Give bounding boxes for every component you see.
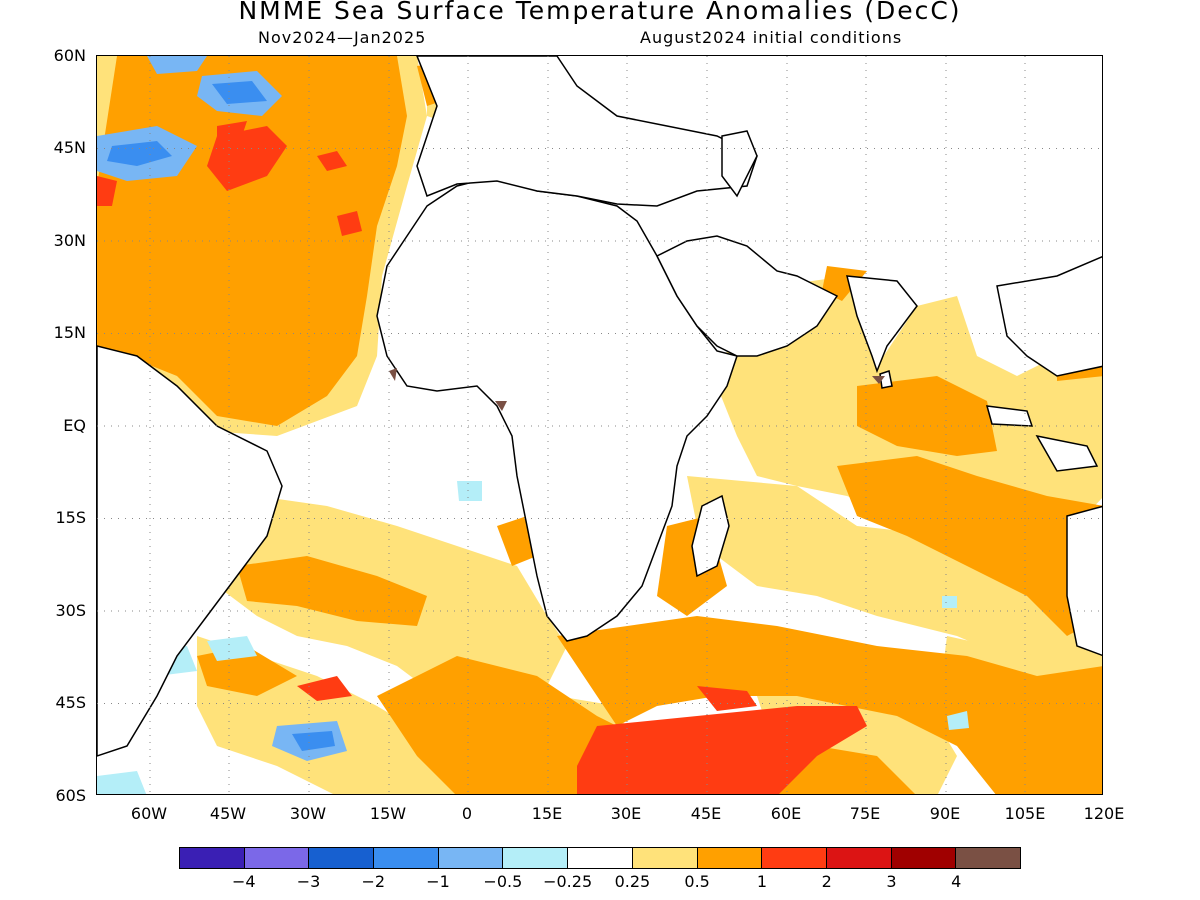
lon-label: 75E [849,804,881,823]
map-canvas [97,56,1102,794]
colorbar-swatch [503,848,569,868]
colorbar-swatch [568,848,633,868]
colorbar-tick-label: −4 [231,872,256,891]
lon-label: 45E [690,804,722,823]
anomaly-map [96,55,1103,795]
colorbar-tick-label: 3 [886,872,897,891]
lon-label: 90E [929,804,961,823]
lat-label: 30N [53,231,86,250]
lon-label: 60E [770,804,802,823]
colorbar-tick-label: 0.5 [684,872,710,891]
colorbar-swatch [244,848,310,868]
lat-label: 45N [53,138,86,157]
lon-label: 15W [369,804,407,823]
colorbar [179,847,1021,869]
colorbar-swatch [891,848,957,868]
colorbar-swatch [438,848,504,868]
map-title: NMME Sea Surface Temperature Anomalies (… [238,0,962,25]
lon-label: 120E [1083,804,1125,823]
lon-label: 45W [209,804,247,823]
colorbar-tick-label: 1 [756,872,768,891]
colorbar-tick-label: −2 [361,872,386,891]
colorbar-swatch [180,848,245,868]
initial-conditions: August2024 initial conditions [640,28,903,47]
colorbar-swatch [956,848,1020,868]
lon-label: 105E [1004,804,1046,823]
colorbar-swatch [309,848,375,868]
colorbar-tick-label: −3 [296,872,321,891]
forecast-period: Nov2024—Jan2025 [258,28,427,47]
lon-label: 30W [289,804,327,823]
colorbar-swatch [374,848,439,868]
colorbar-swatch [697,848,763,868]
lat-label: 30S [55,601,86,620]
lon-label: 15E [531,804,563,823]
lon-label: 60W [130,804,168,823]
lat-label: 15N [53,323,86,342]
lat-label: EQ [63,416,86,435]
colorbar-tick-label: −0.25 [543,872,593,891]
anomaly-cool [97,56,969,794]
colorbar-swatch [826,848,892,868]
lat-label: 60N [53,46,86,65]
colorbar-tick-label: 4 [951,872,962,891]
lat-label: 60S [55,786,86,805]
colorbar-tick-label: 2 [821,872,832,891]
colorbar-tick-label: −0.5 [483,872,523,891]
lon-label: 0 [461,804,473,823]
lon-label: 30E [610,804,642,823]
coastlines [97,56,1102,757]
lat-label: 15S [55,508,86,527]
anomaly-red [97,121,867,794]
colorbar-tick-label: 0.25 [614,872,651,891]
colorbar-tick-label: −1 [426,872,450,891]
colorbar-swatch [632,848,698,868]
colorbar-swatch [762,848,827,868]
lat-label: 45S [55,693,86,712]
anomaly-brown [389,368,885,411]
graticule [97,56,1102,794]
